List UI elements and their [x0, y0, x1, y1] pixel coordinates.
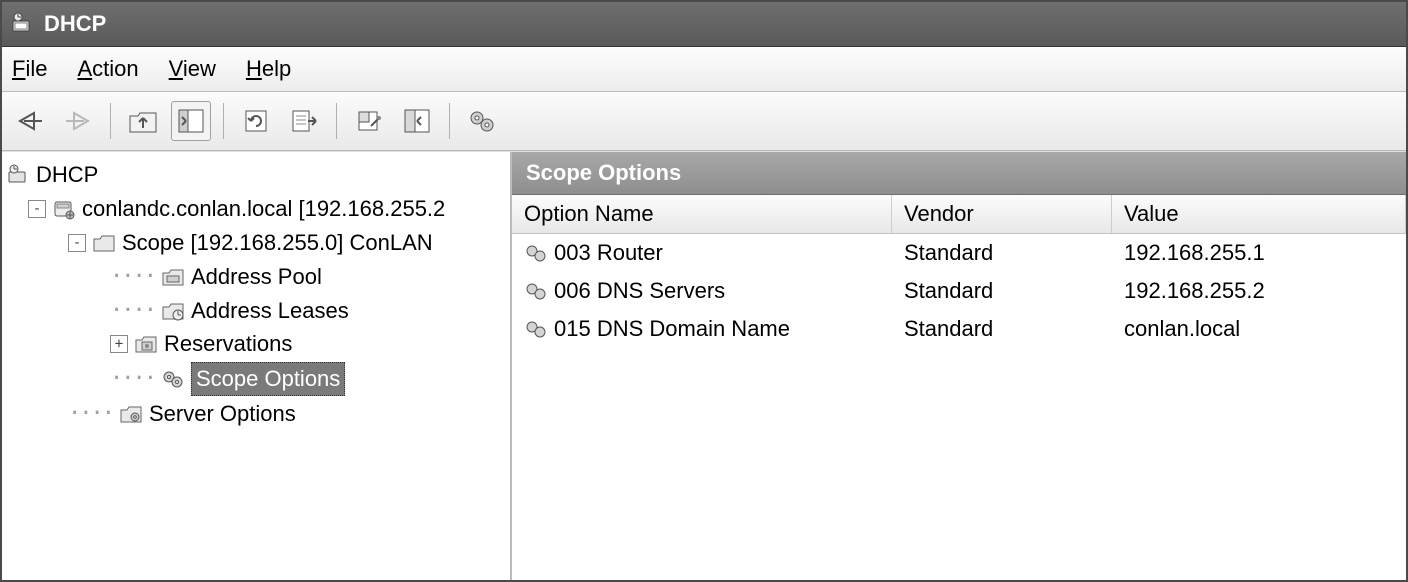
option-value: conlan.local — [1112, 312, 1406, 346]
tree-label: Address Leases — [191, 295, 349, 327]
tree-connector: ···· — [110, 295, 155, 327]
export-list-button[interactable] — [284, 101, 324, 141]
server-options-icon — [119, 403, 143, 425]
configure-options-button[interactable] — [462, 101, 502, 141]
show-hide-tree-button[interactable] — [171, 101, 211, 141]
option-vendor: Standard — [892, 274, 1112, 308]
console-tree[interactable]: DHCP - conlandc.conlan.local [192.168.25… — [6, 158, 506, 431]
toolbar — [2, 92, 1406, 151]
tree-node-reservations[interactable]: + Reservations — [6, 327, 506, 361]
option-row[interactable]: 006 DNS Servers Standard 192.168.255.2 — [512, 272, 1406, 310]
option-name: 003 Router — [554, 240, 663, 266]
tree-connector: ···· — [68, 398, 113, 430]
menubar: File Action View Help — [2, 47, 1406, 92]
expander-minus-icon[interactable]: - — [28, 200, 46, 218]
scope-options-icon — [161, 368, 185, 390]
address-pool-icon — [161, 266, 185, 288]
tree-label: Reservations — [164, 328, 292, 360]
menu-file[interactable]: File — [12, 56, 47, 82]
tree-node-scope[interactable]: - Scope [192.168.255.0] ConLAN — [6, 226, 506, 260]
tree-label: conlandc.conlan.local [192.168.255.2 — [82, 193, 445, 225]
body-split: DHCP - conlandc.conlan.local [192.168.25… — [2, 151, 1406, 580]
option-name: 006 DNS Servers — [554, 278, 725, 304]
tree-node-server-options[interactable]: ···· Server Options — [6, 397, 506, 431]
properties-button[interactable] — [349, 101, 389, 141]
reservations-icon — [134, 333, 158, 355]
help-pane-button[interactable] — [397, 101, 437, 141]
tree-label: DHCP — [36, 159, 98, 191]
back-button[interactable] — [10, 101, 50, 141]
server-icon — [52, 198, 76, 220]
option-row[interactable]: 015 DNS Domain Name Standard conlan.loca… — [512, 310, 1406, 348]
folder-icon — [92, 232, 116, 254]
dhcp-mmc-window: DHCP File Action View Help — [0, 0, 1408, 582]
tree-node-scope-options[interactable]: ···· Scope Options — [6, 361, 506, 397]
menu-help[interactable]: Help — [246, 56, 291, 82]
tree-connector: ···· — [110, 363, 155, 395]
titlebar: DHCP — [2, 2, 1406, 47]
dhcp-root-icon — [6, 164, 30, 186]
expander-minus-icon[interactable]: - — [68, 234, 86, 252]
column-header-option-name[interactable]: Option Name — [512, 195, 892, 233]
expander-plus-icon[interactable]: + — [110, 335, 128, 353]
option-gear-icon — [524, 242, 548, 264]
details-pane: Scope Options Option Name Vendor Value — [512, 152, 1406, 580]
tree-label-selected: Scope Options — [191, 362, 345, 396]
tree-node-address-leases[interactable]: ···· Address Leases — [6, 294, 506, 328]
toolbar-separator — [110, 103, 111, 139]
menu-action[interactable]: Action — [77, 56, 138, 82]
option-name: 015 DNS Domain Name — [554, 316, 790, 342]
option-row[interactable]: 003 Router Standard 192.168.255.1 — [512, 234, 1406, 272]
tree-pane: DHCP - conlandc.conlan.local [192.168.25… — [2, 152, 512, 580]
forward-button[interactable] — [58, 101, 98, 141]
dhcp-app-icon — [8, 10, 36, 38]
toolbar-separator — [223, 103, 224, 139]
options-list[interactable]: 003 Router Standard 192.168.255.1 006 — [512, 234, 1406, 580]
tree-label: Server Options — [149, 398, 296, 430]
option-vendor: Standard — [892, 312, 1112, 346]
toolbar-separator — [336, 103, 337, 139]
menu-view[interactable]: View — [169, 56, 216, 82]
window-title: DHCP — [44, 11, 106, 37]
tree-label: Scope [192.168.255.0] ConLAN — [122, 227, 433, 259]
details-pane-title: Scope Options — [512, 152, 1406, 195]
option-vendor: Standard — [892, 236, 1112, 270]
toolbar-separator — [449, 103, 450, 139]
tree-node-server[interactable]: - conlandc.conlan.local [192.168.255.2 — [6, 192, 506, 226]
tree-node-address-pool[interactable]: ···· Address Pool — [6, 260, 506, 294]
option-value: 192.168.255.1 — [1112, 236, 1406, 270]
refresh-button[interactable] — [236, 101, 276, 141]
option-gear-icon — [524, 280, 548, 302]
tree-label: Address Pool — [191, 261, 322, 293]
option-gear-icon — [524, 318, 548, 340]
option-value: 192.168.255.2 — [1112, 274, 1406, 308]
column-header-vendor[interactable]: Vendor — [892, 195, 1112, 233]
tree-node-dhcp-root[interactable]: DHCP — [6, 158, 506, 192]
address-leases-icon — [161, 300, 185, 322]
column-header-value[interactable]: Value — [1112, 195, 1406, 233]
column-headers: Option Name Vendor Value — [512, 195, 1406, 234]
tree-connector: ···· — [110, 261, 155, 293]
up-one-level-button[interactable] — [123, 101, 163, 141]
